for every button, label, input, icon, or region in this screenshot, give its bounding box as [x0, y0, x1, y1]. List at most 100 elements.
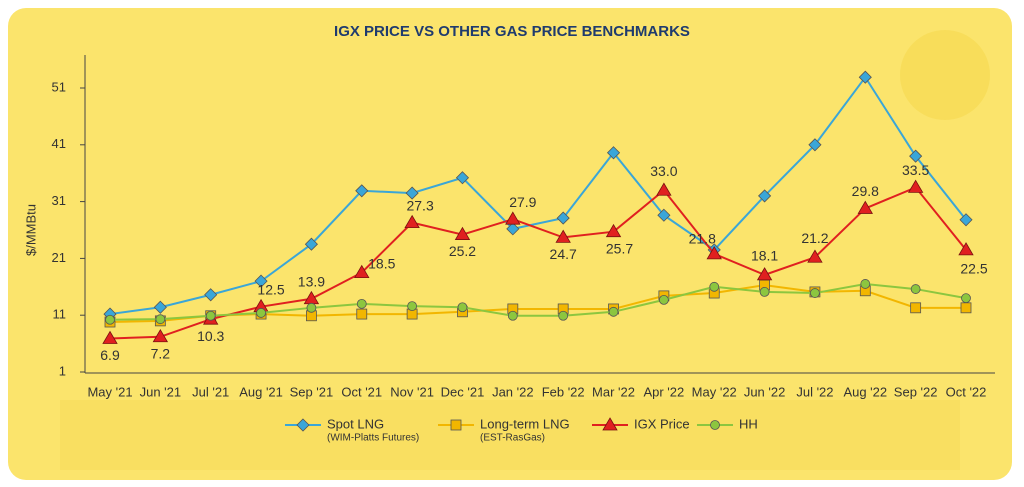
- x-tick-label: Jul '21: [192, 384, 229, 399]
- legend-item: IGX Price: [592, 416, 690, 431]
- x-tick-label: Oct '22: [946, 384, 987, 399]
- legend-marker: [602, 417, 618, 431]
- data-point: [657, 208, 671, 222]
- x-tick-label: Feb '22: [542, 384, 585, 399]
- series-line: [109, 186, 967, 340]
- series: [105, 279, 971, 325]
- data-label: 29.8: [852, 183, 879, 199]
- legend-label: IGX Price: [634, 416, 690, 431]
- legend-label: HH: [739, 416, 758, 431]
- x-tick-label: Jun '21: [140, 384, 182, 399]
- data-point: [153, 300, 167, 314]
- data-label: 33.0: [650, 163, 677, 179]
- data-point: [810, 288, 820, 298]
- data-point: [860, 279, 871, 289]
- data-point: [910, 284, 921, 294]
- data-point: [910, 302, 922, 314]
- data-point: [204, 288, 218, 302]
- series-line: [109, 282, 967, 321]
- decor: [60, 400, 960, 470]
- x-tick-label: Mar '22: [592, 384, 635, 399]
- data-point: [656, 182, 672, 196]
- data-point: [407, 301, 418, 312]
- series: [102, 179, 974, 344]
- y-tick-label: 11: [53, 307, 67, 322]
- data-point: [556, 211, 570, 225]
- legend-item: Spot LNG (WIM-Platts Futures): [285, 416, 419, 444]
- x-tick-label: Jan '22: [492, 384, 534, 399]
- x-tick-label: Jul '22: [796, 384, 833, 399]
- data-label: 7.2: [151, 345, 171, 361]
- data-point: [756, 267, 773, 281]
- data-point: [606, 146, 621, 160]
- data-point: [506, 222, 520, 236]
- data-point: [909, 149, 923, 163]
- legend-marker: [450, 419, 462, 431]
- data-point: [555, 229, 571, 243]
- data-point: [306, 302, 317, 313]
- data-point: [958, 242, 974, 256]
- data-point: [558, 310, 569, 321]
- data-label: 33.5: [902, 162, 929, 178]
- data-point: [808, 138, 822, 152]
- background-panel: [8, 8, 1012, 480]
- data-point: [959, 213, 973, 227]
- x-tick-label: May '21: [87, 384, 132, 399]
- data-label: 6.9: [100, 347, 120, 363]
- data-point: [356, 298, 367, 309]
- data-label: 21.2: [801, 230, 828, 246]
- data-point: [455, 171, 470, 185]
- data-label: 13.9: [298, 273, 325, 289]
- data-point: [356, 308, 368, 320]
- data-point: [507, 310, 518, 321]
- data-point: [961, 293, 971, 304]
- y-tick-label: 1: [59, 363, 66, 378]
- data-point: [960, 302, 972, 314]
- series: [103, 70, 973, 321]
- series-line: [109, 75, 967, 316]
- data-point: [102, 330, 118, 344]
- x-tick-label: Nov '21: [390, 384, 434, 399]
- data-label: 27.9: [509, 194, 536, 210]
- data-point: [457, 302, 468, 313]
- data-point: [155, 314, 166, 325]
- data-label: 10.3: [197, 328, 224, 344]
- data-label: 21.8: [689, 231, 716, 247]
- x-tick-label: Apr '22: [643, 384, 684, 399]
- data-point: [105, 314, 115, 325]
- data-label: 24.7: [550, 246, 577, 262]
- decor: [900, 30, 990, 120]
- y-axis-label: $/MMBtu: [23, 204, 38, 256]
- data-label: 18.1: [751, 248, 778, 264]
- data-point: [256, 308, 266, 318]
- data-point: [304, 237, 318, 251]
- legend-label: Spot LNG: [327, 416, 384, 431]
- data-point: [205, 310, 216, 321]
- y-tick-label: 41: [52, 136, 66, 151]
- data-point: [758, 189, 772, 203]
- data-point: [706, 246, 722, 260]
- data-label: 12.5: [257, 281, 284, 297]
- x-tick-label: Sep '21: [290, 384, 334, 399]
- data-point: [759, 287, 770, 297]
- legend-sublabel: (EST-RasGas): [480, 433, 545, 444]
- x-tick-label: Oct '21: [341, 384, 382, 399]
- data-point: [354, 264, 370, 278]
- data-point: [404, 214, 420, 229]
- data-point: [858, 70, 872, 84]
- y-tick-label: 21: [52, 250, 66, 265]
- data-point: [254, 274, 268, 288]
- data-point: [807, 249, 823, 263]
- data-point: [709, 281, 720, 292]
- x-tick-label: Jun '22: [744, 384, 786, 399]
- data-label: 27.3: [406, 197, 433, 213]
- data-point: [152, 328, 169, 343]
- x-tick-label: May '22: [692, 384, 737, 399]
- x-tick-label: Aug '21: [239, 384, 283, 399]
- data-point: [405, 186, 419, 200]
- legend-sublabel: (WIM-Platts Futures): [327, 433, 419, 444]
- data-point: [608, 306, 619, 317]
- data-point: [505, 211, 521, 225]
- data-point: [907, 179, 924, 193]
